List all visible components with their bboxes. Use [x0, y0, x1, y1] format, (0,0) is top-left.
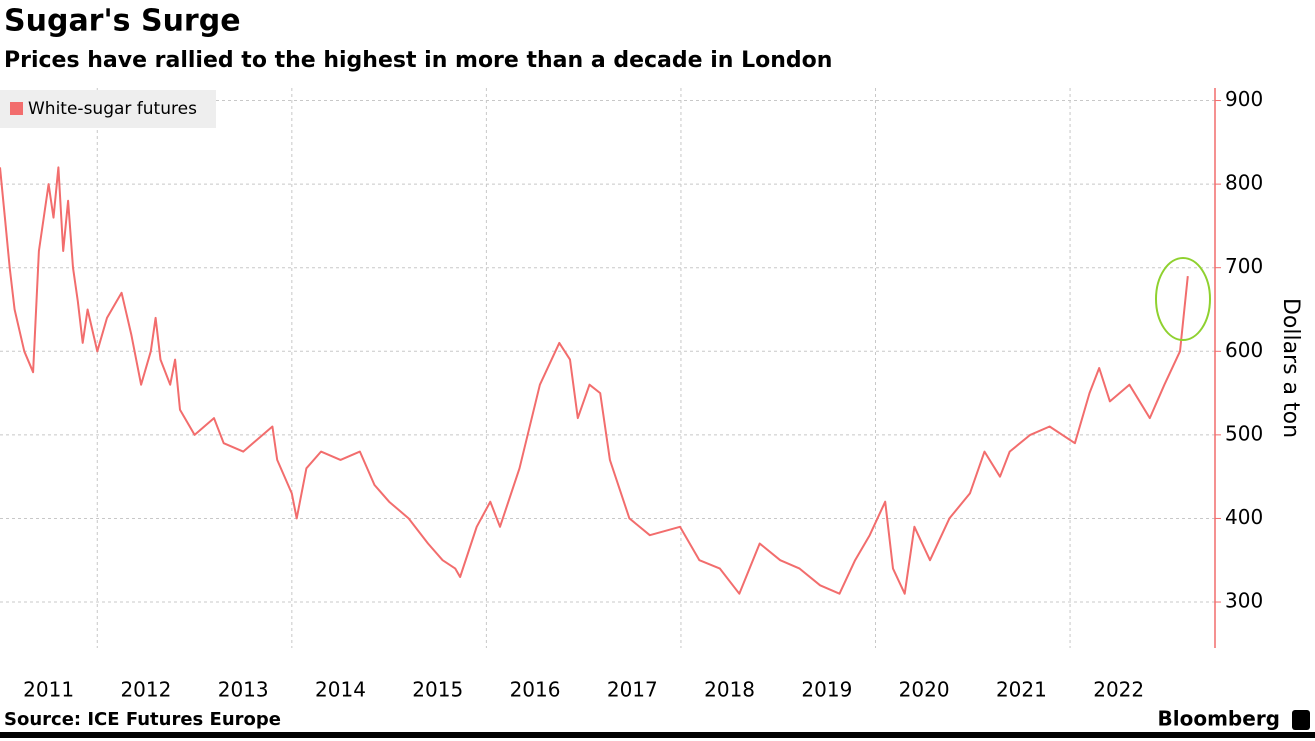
legend-swatch: [10, 102, 23, 115]
x-tick-label: 2016: [510, 678, 561, 702]
x-tick-label: 2012: [120, 678, 171, 702]
chart-title: Sugar's Surge: [4, 4, 241, 39]
y-axis-label: Dollars a ton: [1278, 298, 1303, 438]
brand-logo: [1292, 710, 1310, 730]
x-tick-label: 2013: [218, 678, 269, 702]
highlight-ellipse: [1155, 257, 1211, 341]
y-tick-label: 600: [1225, 338, 1263, 362]
y-tick-label: 500: [1225, 421, 1263, 445]
y-tick-label: 900: [1225, 87, 1263, 111]
legend-box: [0, 90, 216, 128]
x-tick-label: 2019: [801, 678, 852, 702]
brand: Bloomberg: [1158, 707, 1280, 731]
x-tick-label: 2020: [899, 678, 950, 702]
x-tick-label: 2011: [23, 678, 74, 702]
y-tick-label: 300: [1225, 589, 1263, 613]
x-tick-label: 2022: [1093, 678, 1144, 702]
y-tick-label: 800: [1225, 171, 1263, 195]
source: Source: ICE Futures Europe: [4, 709, 281, 730]
chart-subtitle: Prices have rallied to the highest in mo…: [4, 48, 832, 73]
x-tick-label: 2014: [315, 678, 366, 702]
legend-label: White-sugar futures: [28, 99, 197, 119]
line-series: [0, 166, 1189, 595]
x-tick-label: 2015: [412, 678, 463, 702]
x-tick-label: 2018: [704, 678, 755, 702]
y-tick-label: 700: [1225, 254, 1263, 278]
y-tick-label: 400: [1225, 505, 1263, 529]
x-tick-label: 2017: [607, 678, 658, 702]
x-tick-label: 2021: [996, 678, 1047, 702]
